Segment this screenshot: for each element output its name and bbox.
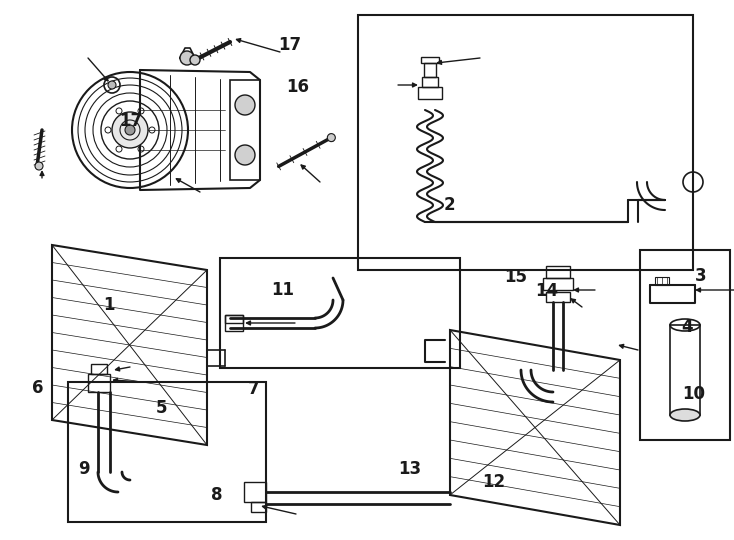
Bar xyxy=(88,374,110,392)
Bar xyxy=(546,266,570,278)
Bar xyxy=(418,87,442,99)
Circle shape xyxy=(125,125,135,135)
Circle shape xyxy=(327,133,335,141)
Bar xyxy=(655,277,669,285)
Bar xyxy=(230,80,260,180)
Text: 13: 13 xyxy=(398,460,421,478)
Text: 6: 6 xyxy=(32,379,43,397)
Text: 1: 1 xyxy=(103,296,115,314)
Bar xyxy=(220,258,460,368)
Text: 12: 12 xyxy=(482,473,506,491)
Text: 9: 9 xyxy=(79,460,90,478)
Bar xyxy=(91,364,107,374)
Text: 16: 16 xyxy=(286,78,309,97)
Circle shape xyxy=(35,162,43,170)
Bar xyxy=(640,250,730,440)
Bar xyxy=(546,292,570,302)
Text: 15: 15 xyxy=(504,268,528,286)
Text: 8: 8 xyxy=(211,486,222,504)
Text: 10: 10 xyxy=(682,385,705,403)
Text: 17: 17 xyxy=(119,112,142,130)
Bar xyxy=(424,63,436,77)
Bar xyxy=(225,315,243,331)
Bar xyxy=(358,15,693,270)
Text: 3: 3 xyxy=(695,267,707,286)
Circle shape xyxy=(180,51,194,65)
Bar xyxy=(244,482,266,502)
Bar xyxy=(251,502,266,512)
Circle shape xyxy=(112,112,148,148)
Bar xyxy=(422,77,438,87)
Text: 4: 4 xyxy=(681,318,693,336)
Text: 2: 2 xyxy=(443,196,455,214)
Ellipse shape xyxy=(670,409,700,421)
Bar xyxy=(543,278,573,290)
Circle shape xyxy=(190,55,200,65)
Bar xyxy=(421,57,439,63)
Text: 5: 5 xyxy=(156,399,167,417)
Text: 7: 7 xyxy=(247,380,259,398)
Bar xyxy=(225,315,243,323)
Circle shape xyxy=(235,145,255,165)
Bar xyxy=(68,382,266,522)
Circle shape xyxy=(108,81,116,89)
Text: 17: 17 xyxy=(278,36,302,54)
Circle shape xyxy=(235,95,255,115)
Text: 11: 11 xyxy=(271,281,294,299)
Bar xyxy=(670,325,700,415)
Text: 14: 14 xyxy=(535,281,559,300)
